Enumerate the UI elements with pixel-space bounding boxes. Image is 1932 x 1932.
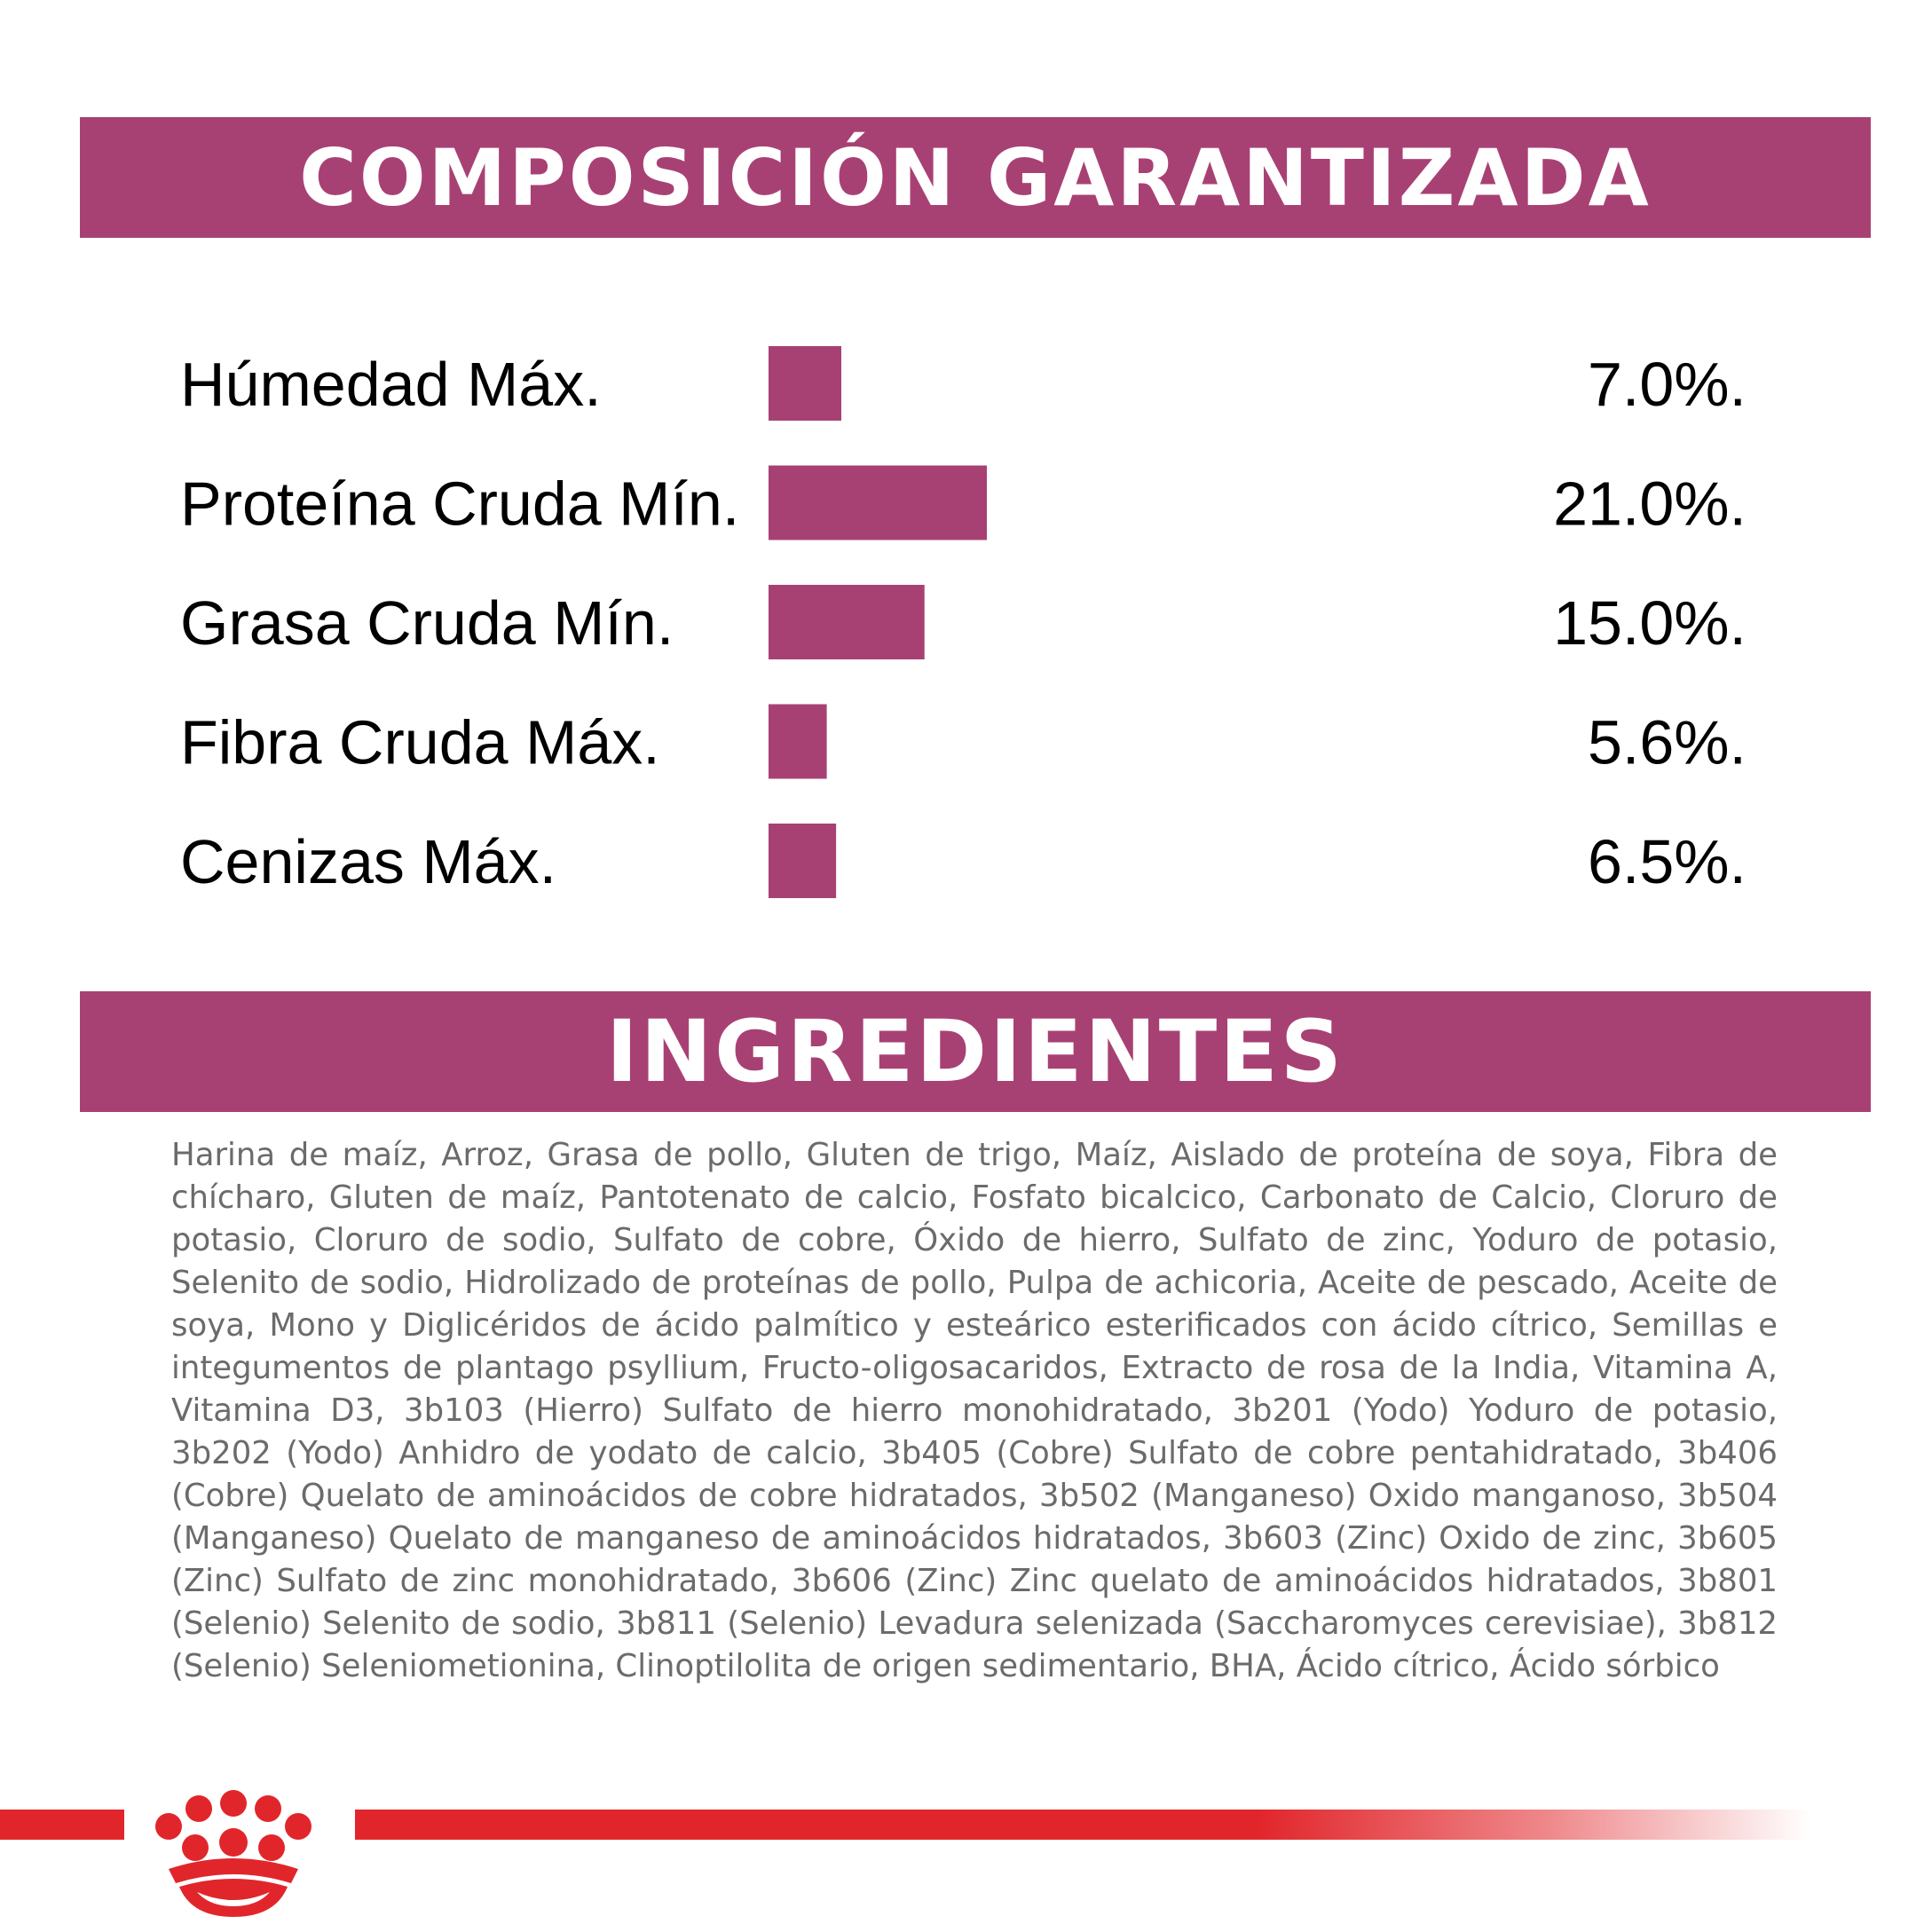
value-label: 21.0%. <box>1553 469 1747 539</box>
value-bar <box>769 346 841 421</box>
value-bar <box>769 704 827 779</box>
value-bar <box>769 585 925 659</box>
category-label: Cenizas Máx. <box>180 827 556 896</box>
footer-bar-right <box>355 1810 1810 1840</box>
composition-title: COMPOSICIÓN GARANTIZADA <box>299 131 1652 224</box>
composition-banner: COMPOSICIÓN GARANTIZADA <box>80 117 1871 238</box>
ingredients-list: Harina de maíz, Arroz, Grasa de pollo, G… <box>171 1137 1778 1684</box>
composition-chart: Húmedad Máx. 7.0%. Proteína Cruda Mín. 21.0… <box>180 346 1747 898</box>
value-bar <box>769 465 987 540</box>
category-label: Grasa Cruda Mín. <box>180 588 674 658</box>
value-bar <box>769 824 837 898</box>
chart-rows: Húmedad Máx. 7.0%. Proteína Cruda Mín. 21.0… <box>180 346 1747 898</box>
ingredients-banner: INGREDIENTES <box>80 991 1871 1112</box>
value-label: 7.0%. <box>1588 350 1747 419</box>
value-label: 5.6%. <box>1588 708 1747 777</box>
category-label: Fibra Cruda Máx. <box>180 708 660 777</box>
category-label: Proteína Cruda Mín. <box>180 469 739 539</box>
category-label: Húmedad Máx. <box>180 350 602 419</box>
value-label: 15.0%. <box>1553 588 1747 658</box>
value-label: 6.5%. <box>1588 827 1747 896</box>
footer-bar-left <box>0 1810 124 1840</box>
royal-canin-crown-icon <box>155 1790 311 1917</box>
ingredients-title: INGREDIENTES <box>606 1002 1345 1101</box>
